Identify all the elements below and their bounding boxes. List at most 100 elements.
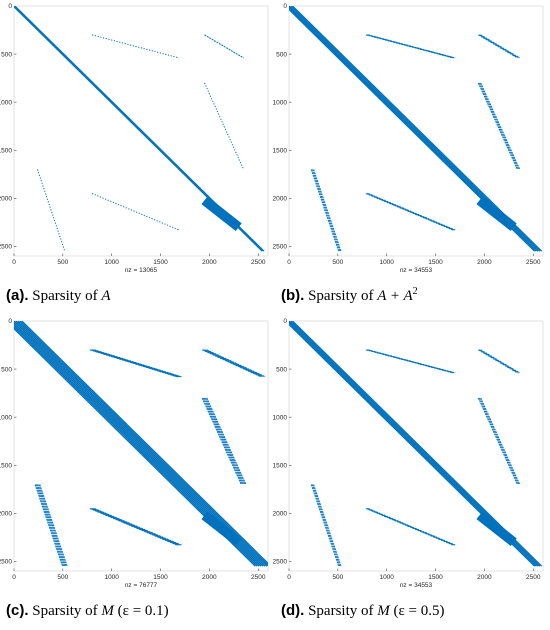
y-tick-label: 2000 [273, 196, 288, 203]
block-stripe [204, 397, 245, 485]
block-stripe [368, 193, 456, 231]
block-stripe [91, 193, 180, 231]
nonzero-marks-a [14, 6, 265, 252]
nonzero-marks-b [289, 6, 543, 252]
y-tick-label: 1000 [273, 99, 288, 106]
block-stripe [311, 169, 341, 252]
y-tick-label: 1000 [0, 414, 12, 421]
block-stripe [36, 169, 66, 252]
x-tick-label: 500 [332, 259, 343, 266]
block-stripe [39, 484, 68, 567]
spy-plot-a: 0 500 1000 1500 2000 2500 500 1000 1500 2000 2500 0… [0, 3, 269, 274]
y-tick-label: 0 [283, 318, 287, 325]
diagonal-stripe [19, 321, 268, 567]
block-stripe [206, 397, 247, 485]
nz-label: nz = 76777 [125, 582, 158, 589]
x-tick-label: 1000 [379, 259, 394, 266]
spy-plot-c: 0 500 1000 1500 2000 2500 500 1000 1500 2000 2500 0… [0, 318, 269, 589]
y-tick-label: 500 [1, 366, 12, 373]
block-stripe [206, 349, 266, 378]
diagonal-stripe [17, 321, 268, 567]
nonzero-marks-c [14, 321, 268, 567]
block-stripe [477, 82, 518, 170]
caption-b: (b). Sparsity of A + A2 [281, 286, 418, 304]
block-stripe [368, 508, 456, 546]
x-tick-label: 1500 [153, 574, 168, 581]
y-tick-label: 2500 [273, 559, 288, 566]
y-tick-label: 1500 [273, 147, 288, 154]
x-tick-label: 1500 [428, 574, 443, 581]
y-tick-label: 500 [276, 366, 287, 373]
spy-plot-b: 0 500 1000 1500 2000 2500 500 1000 1500 2000 2500 0… [273, 3, 544, 274]
x-tick-label: 0 [12, 259, 16, 266]
block-stripe [94, 349, 182, 378]
thick-band [476, 196, 517, 231]
block-stripe [201, 397, 242, 485]
block-stripe [35, 484, 65, 567]
y-tick-label: 2000 [273, 511, 288, 518]
diagonal-stripe [21, 321, 268, 565]
block-stripe [38, 484, 67, 567]
x-tick-label: 1500 [153, 259, 168, 266]
caption-a: (a). Sparsity of A [6, 287, 111, 304]
block-stripe [313, 484, 342, 567]
block-stripe [480, 82, 521, 170]
y-tick-label: 2000 [0, 196, 12, 203]
x-tick-label: 2000 [477, 259, 492, 266]
thick-band [201, 511, 242, 546]
block-stripe [94, 508, 182, 546]
nonzero-marks-d [289, 321, 543, 567]
thick-band [201, 196, 242, 231]
block-stripe [479, 34, 519, 59]
block-stripe [479, 82, 520, 170]
block-stripe [34, 484, 63, 567]
caption-c: (c). Sparsity of M (ε = 0.1) [6, 602, 169, 619]
y-tick-label: 2000 [0, 511, 12, 518]
x-tick-label: 500 [332, 574, 343, 581]
block-stripe [202, 397, 243, 485]
block-stripe [479, 397, 520, 485]
x-tick-label: 0 [287, 259, 291, 266]
panel-b: 0 500 1000 1500 2000 2500 500 1000 1500 2000 2500 0… [273, 0, 550, 315]
y-tick-label: 2500 [273, 244, 288, 251]
y-tick-label: 0 [8, 3, 12, 10]
x-tick-label: 2500 [526, 574, 541, 581]
block-stripe [480, 349, 521, 374]
block-stripe [313, 169, 342, 252]
block-stripe [477, 397, 518, 485]
x-tick-label: 2500 [526, 259, 541, 266]
y-tick-label: 0 [8, 318, 12, 325]
panel-d: 0 500 1000 1500 2000 2500 500 1000 1500 2000 2500 0… [273, 315, 550, 630]
x-tick-label: 2500 [251, 574, 266, 581]
block-stripe [310, 484, 340, 567]
y-tick-label: 1500 [273, 462, 288, 469]
thick-band [476, 511, 517, 546]
y-tick-label: 500 [1, 51, 12, 58]
x-tick-label: 1000 [379, 574, 394, 581]
block-stripe [479, 349, 519, 374]
block-stripe [480, 34, 521, 59]
y-tick-label: 0 [283, 3, 287, 10]
y-tick-label: 1500 [0, 462, 12, 469]
spy-plot-d: 0 500 1000 1500 2000 2500 500 1000 1500 2000 2500 0… [273, 318, 544, 589]
y-tick-label: 500 [276, 51, 287, 58]
block-stripe [311, 484, 341, 567]
caption-d: (d). Sparsity of M (ε = 0.5) [281, 602, 445, 619]
block-stripe [205, 397, 246, 485]
y-tick-label: 1000 [273, 414, 288, 421]
x-tick-label: 2500 [251, 259, 266, 266]
x-tick-label: 500 [57, 574, 68, 581]
block-stripe [368, 34, 456, 59]
nz-label: nz = 34553 [400, 582, 433, 589]
panel-a: 0 500 1000 1500 2000 2500 500 1000 1500 2000 2500 0… [0, 0, 275, 315]
block-stripe [204, 34, 244, 59]
block-stripe [310, 169, 340, 252]
x-tick-label: 2000 [202, 259, 217, 266]
x-tick-label: 500 [57, 259, 68, 266]
x-tick-label: 1000 [104, 259, 119, 266]
block-stripe [92, 34, 180, 59]
x-tick-label: 2000 [202, 574, 217, 581]
nz-label: nz = 13065 [125, 267, 158, 274]
y-tick-label: 2500 [0, 559, 12, 566]
x-tick-label: 2000 [477, 574, 492, 581]
